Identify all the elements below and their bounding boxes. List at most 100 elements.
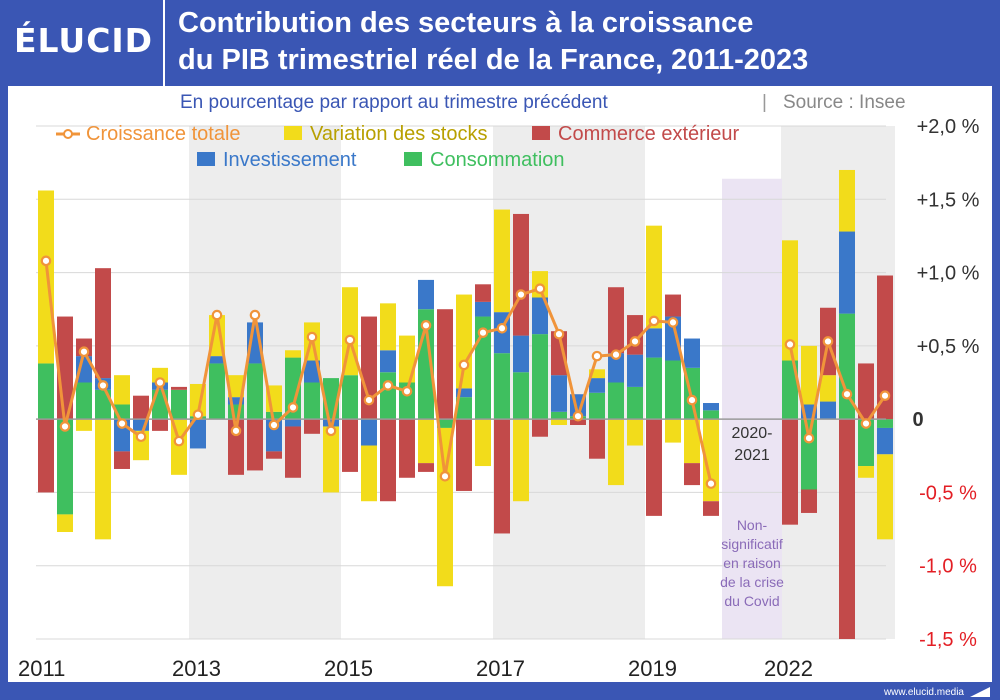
footer-url[interactable]: www.elucid.media — [883, 687, 964, 698]
bar-commerce-2015T3 — [380, 419, 396, 502]
bar-investissement-2017T2 — [513, 335, 529, 373]
x-tick-label: 2015 — [324, 656, 373, 681]
total-point-2011T4 — [97, 380, 109, 391]
bar-consommation-2016T3 — [456, 397, 472, 420]
total-point-2014T2 — [287, 402, 299, 413]
bar-consommation-2023T2 — [877, 419, 893, 428]
y-tick-label: +1,5 % — [917, 189, 980, 211]
bar-stocks-2018T4 — [627, 419, 643, 446]
total-point-2012T2 — [135, 431, 147, 443]
header: ÉLUCID Contribution des secteurs à la cr… — [0, 0, 1000, 86]
legend-label-commerce: Commerce extérieur — [558, 123, 740, 145]
bar-stocks-2016T4 — [475, 419, 491, 467]
total-point-2022T1 — [784, 339, 796, 350]
total-point-2022T2 — [803, 432, 815, 444]
bar-stocks-2018T3 — [608, 419, 624, 486]
total-point-2015T3 — [382, 380, 394, 391]
total-point-2018T3 — [610, 349, 622, 360]
bar-commerce-2018T2 — [589, 419, 605, 459]
total-point-2017T2 — [515, 289, 527, 300]
bar-commerce-2016T2 — [437, 309, 453, 420]
bar-consommation-2014T3 — [304, 382, 320, 420]
bar-commerce-2011T4 — [95, 268, 111, 379]
total-point-2023T2 — [879, 390, 891, 401]
bar-commerce-2011T1 — [38, 419, 54, 493]
bar-consommation-2011T1 — [38, 363, 54, 420]
bar-investissement-2018T2 — [589, 378, 605, 393]
bar-investissement-2018T4 — [627, 354, 643, 387]
bar-investissement-2023T2 — [877, 427, 893, 455]
bar-commerce-2019T1 — [646, 419, 662, 516]
legend-swatch-consommation — [404, 152, 422, 166]
bar-investissement-2019T1 — [646, 328, 662, 358]
y-tick-label: -1,5 % — [919, 629, 977, 651]
bar-commerce-2014T2 — [285, 426, 301, 478]
total-point-2016T2 — [439, 471, 451, 482]
bar-stocks-2014T4 — [323, 426, 339, 493]
bar-commerce-2019T3 — [684, 463, 700, 486]
bar-commerce-2023T2 — [877, 275, 893, 420]
bar-investissement-2014T2 — [285, 419, 301, 427]
year-band — [781, 126, 895, 639]
bar-commerce-2015T2 — [361, 316, 377, 420]
legend-label-consommation: Consommation — [430, 149, 565, 171]
total-point-2013T4 — [249, 309, 261, 321]
total-point-2015T1 — [344, 334, 356, 346]
bar-investissement-2019T3 — [684, 338, 700, 368]
bar-stocks-2015T3 — [380, 303, 396, 351]
covid-note-line: en raison — [723, 555, 781, 571]
bar-stocks-2022T3 — [820, 375, 836, 402]
total-point-2017T4 — [553, 328, 565, 340]
total-point-2023T1 — [860, 418, 872, 429]
bar-stocks-2011T2 — [57, 514, 73, 533]
elucid-logo[interactable]: ÉLUCID — [14, 21, 154, 60]
x-tick-label: 2022 — [764, 656, 813, 681]
bar-stocks-2017T1 — [494, 209, 510, 313]
bar-commerce-2014T1 — [266, 451, 282, 459]
bar-investissement-2017T3 — [532, 297, 548, 335]
total-point-2018T1 — [572, 410, 584, 422]
total-point-2018T2 — [591, 350, 603, 362]
total-point-2014T1 — [268, 419, 280, 431]
x-tick-label: 2019 — [628, 656, 677, 681]
total-point-2012T1 — [116, 418, 128, 429]
elucid-mark-icon — [970, 687, 990, 697]
bar-investissement-2013T3 — [228, 397, 244, 405]
bar-stocks-2016T2 — [437, 427, 453, 587]
total-point-2019T4 — [705, 478, 717, 489]
bar-investissement-2018T3 — [608, 353, 624, 383]
bar-consommation-2022T1 — [782, 360, 798, 420]
total-point-2012T4 — [173, 435, 185, 447]
y-tick-label: +2,0 % — [917, 116, 980, 138]
header-divider — [163, 0, 165, 86]
total-point-2012T3 — [154, 377, 166, 388]
bar-investissement-2022T4 — [839, 231, 855, 314]
bar-stocks-2014T2 — [285, 350, 301, 358]
bar-stocks-2023T2 — [877, 454, 893, 540]
bar-stocks-2015T2 — [361, 445, 377, 502]
bar-commerce-2012T3 — [152, 419, 168, 431]
total-point-2015T2 — [363, 394, 375, 406]
chart-panel: +2,0 % +1,5 % +1,0 % +0,5 % 0 -0,5 % -1,0 % -1,… — [8, 86, 992, 682]
bar-stocks-2011T4 — [95, 419, 111, 540]
total-point-2022T3 — [822, 336, 834, 347]
bar-commerce-2017T3 — [532, 419, 548, 437]
bar-investissement-2015T3 — [380, 350, 396, 373]
covid-years-label: 2021 — [734, 447, 770, 464]
bar-consommation-2011T3 — [76, 382, 92, 420]
chart-title-line-2: du PIB trimestriel réel de la France, 20… — [178, 44, 809, 76]
bar-investissement-2016T1 — [418, 279, 434, 310]
bar-investissement-2016T3 — [456, 388, 472, 398]
total-point-2015T4 — [401, 385, 413, 397]
bar-investissement-2013T2 — [209, 356, 225, 364]
x-tick-label: 2013 — [172, 656, 221, 681]
bar-commerce-2019T2 — [665, 294, 681, 317]
bar-commerce-2016T3 — [456, 419, 472, 491]
chart-source: Source : Insee — [783, 92, 906, 113]
bar-commerce-2022T4 — [839, 419, 855, 639]
covid-years-label: 2020- — [732, 425, 773, 442]
bar-consommation-2022T2 — [801, 419, 817, 490]
legend-swatch-commerce — [532, 126, 550, 140]
y-tick-label: +1,0 % — [917, 263, 980, 285]
bar-investissement-2012T2 — [133, 419, 149, 431]
